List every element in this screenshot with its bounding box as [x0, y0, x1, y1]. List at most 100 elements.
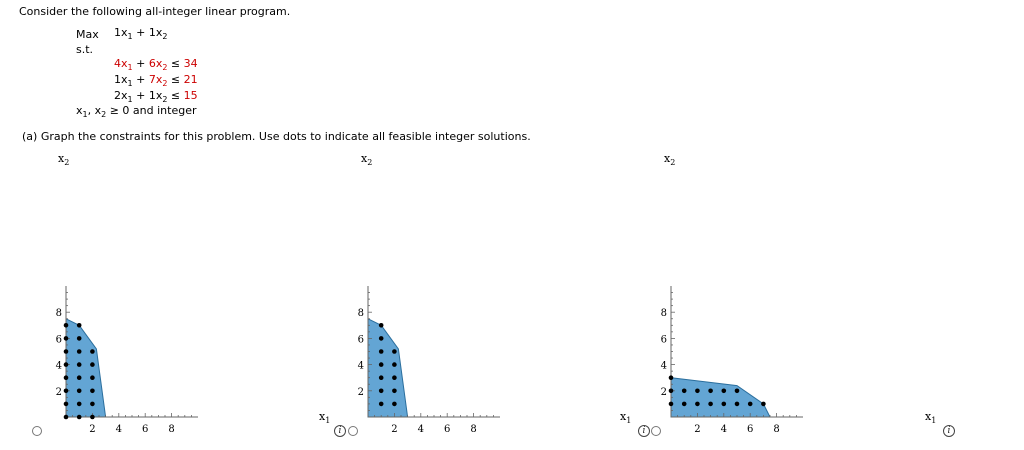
integer-point: [63, 414, 69, 420]
integer-point: [378, 388, 384, 394]
integer-point: [378, 323, 384, 328]
x-tick-label: 8: [168, 424, 174, 435]
integer-point: [76, 388, 82, 394]
graph-1-radio[interactable]: [32, 426, 42, 436]
nonnegativity-constraint: x1, x2 ≥ 0 and integer: [76, 104, 197, 119]
integer-point: [378, 375, 384, 380]
integer-point: [668, 388, 674, 394]
integer-point: [90, 388, 95, 394]
integer-point: [734, 388, 740, 394]
x-axis-label: x1: [620, 410, 632, 425]
integer-point: [681, 388, 687, 394]
feasible-region: [367, 317, 409, 418]
constraint-1: 4x1 + 6x2 ≤ 34: [114, 57, 198, 72]
integer-point: [668, 401, 674, 407]
graph-option-2: 2 4 6 8 2 4 6 8 x2 x1: [334, 150, 634, 450]
y-tick-label: 6: [661, 334, 667, 345]
y-tick-label: 4: [56, 361, 62, 372]
x-tick-label: 8: [470, 424, 476, 435]
x-tick-label: 2: [391, 424, 397, 435]
graph-2-canvas: 2 4 6 8 2 4 6 8: [358, 286, 500, 435]
y-tick-label: 8: [56, 308, 62, 319]
st-label: s.t.: [76, 43, 94, 56]
integer-point: [708, 401, 713, 407]
y-tick-label: 4: [661, 361, 667, 372]
integer-point: [90, 401, 95, 407]
x-tick-label: 8: [773, 424, 779, 435]
integer-point: [392, 388, 397, 394]
integer-point: [392, 349, 397, 354]
y-axis-label: x2: [361, 152, 373, 167]
integer-point: [76, 414, 82, 420]
integer-point: [76, 401, 82, 407]
y-tick-label: 6: [358, 334, 364, 345]
integer-point: [378, 349, 384, 354]
constraint-3: 2x1 + 1x2 ≤ 15: [114, 89, 198, 104]
integer-point: [378, 401, 384, 407]
y-tick-label: 2: [56, 387, 62, 398]
objective-expression: 1x1 + 1x2: [114, 26, 168, 41]
graph-3-canvas: 2 4 6 8 2 4 6 8: [661, 286, 803, 435]
integer-point: [63, 388, 69, 394]
integer-point: [668, 375, 674, 380]
integer-point: [76, 349, 82, 354]
integer-point: [63, 336, 69, 341]
objective-label: Max: [76, 28, 99, 41]
graph-2-radio[interactable]: [348, 426, 358, 436]
integer-point: [76, 362, 82, 367]
part-a-instruction: (a) Graph the constraints for this probl…: [22, 130, 531, 143]
integer-point: [90, 414, 95, 420]
x-tick-label: 4: [116, 424, 122, 435]
x-tick-label: 6: [142, 424, 148, 435]
graph-option-1: 2 4 6 8 2 4 6 8 x2 x1: [32, 150, 332, 450]
feasible-region: [65, 317, 107, 418]
integer-point: [695, 388, 700, 394]
integer-point: [392, 362, 397, 367]
integer-point: [392, 401, 397, 407]
integer-point: [681, 401, 687, 407]
integer-point: [63, 349, 69, 354]
graph-1-info-icon[interactable]: i: [334, 425, 346, 437]
integer-point: [734, 401, 740, 407]
constraint-2: 1x1 + 7x2 ≤ 21: [114, 73, 198, 88]
integer-point: [761, 401, 766, 407]
x-tick-label: 4: [721, 424, 727, 435]
integer-point: [747, 401, 753, 407]
y-axis-label: x2: [664, 152, 676, 167]
x-tick-label: 4: [418, 424, 424, 435]
y-tick-label: 6: [56, 334, 62, 345]
graph-1-canvas: 2 4 6 8 2 4 6 8: [56, 286, 198, 435]
integer-point: [378, 362, 384, 367]
x-axis-label: x1: [925, 410, 937, 425]
integer-point: [708, 388, 713, 394]
x-tick-label: 6: [444, 424, 450, 435]
integer-point: [63, 323, 69, 328]
y-tick-label: 8: [358, 308, 364, 319]
y-tick-label: 4: [358, 361, 364, 372]
graph-3-info-icon[interactable]: i: [943, 425, 955, 437]
integer-point: [721, 401, 727, 407]
graph-option-3: 2 4 6 8 2 4 6 8 x2 x1: [637, 150, 937, 450]
feasible-region: [670, 377, 771, 418]
integer-point: [90, 375, 95, 380]
graph-2-info-icon[interactable]: i: [638, 425, 650, 437]
y-tick-label: 2: [661, 387, 667, 398]
integer-point: [76, 375, 82, 380]
integer-point: [721, 388, 727, 394]
integer-point: [76, 336, 82, 341]
integer-point: [695, 401, 700, 407]
y-tick-label: 2: [358, 387, 364, 398]
integer-point: [63, 375, 69, 380]
x-tick-label: 2: [694, 424, 700, 435]
integer-point: [63, 362, 69, 367]
integer-point: [90, 362, 95, 367]
problem-intro: Consider the following all-integer linea…: [19, 5, 291, 18]
integer-point: [76, 323, 82, 328]
x-tick-label: 2: [89, 424, 95, 435]
integer-point: [392, 375, 397, 380]
integer-point: [378, 336, 384, 341]
x-axis-label: x1: [319, 410, 331, 425]
y-tick-label: 8: [661, 308, 667, 319]
y-axis-label: x2: [58, 152, 70, 167]
graph-3-radio[interactable]: [651, 426, 661, 436]
